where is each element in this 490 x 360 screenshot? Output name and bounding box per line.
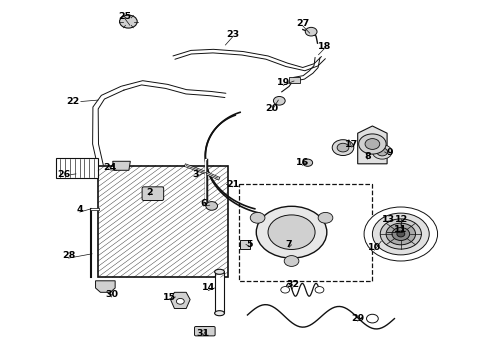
Text: 25: 25 [119, 12, 131, 21]
Text: 5: 5 [246, 240, 253, 248]
Text: 31: 31 [197, 328, 210, 338]
Text: 21: 21 [226, 180, 240, 189]
Circle shape [176, 298, 184, 304]
Text: 23: 23 [226, 30, 239, 39]
Circle shape [250, 212, 265, 223]
Circle shape [305, 27, 317, 36]
Text: 3: 3 [193, 170, 199, 179]
Text: 22: 22 [66, 97, 79, 106]
Text: 11: 11 [394, 225, 408, 234]
Circle shape [337, 143, 349, 152]
Text: 8: 8 [364, 152, 371, 161]
Text: 27: 27 [296, 19, 310, 28]
Text: 13: 13 [382, 215, 394, 224]
Polygon shape [96, 281, 115, 292]
Text: 12: 12 [395, 215, 409, 224]
Ellipse shape [215, 311, 224, 316]
Polygon shape [239, 184, 372, 281]
Text: 10: 10 [368, 243, 381, 252]
Text: 18: 18 [318, 42, 331, 51]
Text: 20: 20 [266, 104, 278, 113]
Bar [215, 272, 224, 313]
Text: 14: 14 [201, 284, 215, 292]
Bar [98, 166, 228, 277]
Circle shape [386, 223, 416, 245]
Circle shape [268, 215, 315, 249]
Circle shape [206, 202, 218, 210]
Circle shape [281, 287, 290, 293]
Circle shape [273, 96, 285, 105]
Circle shape [377, 148, 388, 156]
Circle shape [315, 287, 324, 293]
Circle shape [332, 140, 354, 156]
Polygon shape [113, 161, 130, 170]
Polygon shape [358, 126, 387, 164]
Text: 6: 6 [200, 199, 207, 208]
Circle shape [397, 231, 405, 237]
Text: 15: 15 [163, 292, 175, 302]
Text: 7: 7 [286, 240, 293, 249]
Circle shape [372, 213, 429, 255]
Text: 17: 17 [345, 140, 359, 149]
Circle shape [256, 206, 327, 258]
Text: 28: 28 [62, 251, 75, 260]
Circle shape [372, 145, 392, 159]
Text: 26: 26 [57, 170, 71, 179]
Text: 4: 4 [76, 205, 83, 214]
Circle shape [359, 134, 386, 154]
Circle shape [365, 139, 380, 149]
Bar [56, 158, 98, 178]
Text: 9: 9 [386, 148, 393, 157]
FancyBboxPatch shape [142, 187, 164, 201]
Circle shape [392, 228, 410, 240]
Text: 2: 2 [146, 188, 153, 197]
Circle shape [318, 212, 333, 223]
Circle shape [284, 256, 299, 266]
Bar [240, 240, 250, 249]
FancyBboxPatch shape [195, 327, 215, 336]
Circle shape [120, 15, 137, 28]
Circle shape [367, 314, 378, 323]
Bar [289, 77, 300, 83]
Polygon shape [171, 292, 190, 309]
Text: 19: 19 [276, 78, 290, 87]
Ellipse shape [215, 269, 224, 274]
Circle shape [303, 159, 313, 166]
Text: 24: 24 [103, 163, 117, 172]
Text: 32: 32 [287, 280, 299, 289]
Circle shape [380, 219, 421, 249]
Circle shape [364, 207, 438, 261]
Text: 16: 16 [295, 158, 309, 167]
Text: 29: 29 [351, 314, 365, 323]
Text: 30: 30 [105, 290, 118, 299]
